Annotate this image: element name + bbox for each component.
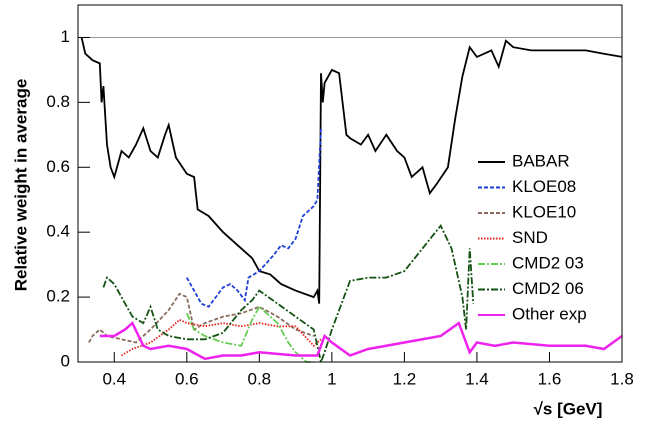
legend-label: CMD2 06 [512, 279, 584, 298]
series-line [121, 318, 322, 357]
x-tick-label: 0.6 [175, 369, 199, 388]
legend-label: BABAR [512, 151, 570, 170]
series-line [102, 224, 475, 366]
x-tick-label: 1.6 [538, 369, 562, 388]
legend-label: KLOE08 [512, 177, 576, 196]
x-tick-label: 0.4 [102, 369, 126, 388]
y-tick-label: 0.4 [46, 222, 70, 241]
legend-label: Other exp [512, 304, 587, 323]
series-line [185, 305, 314, 363]
x-tick-label: 1 [327, 369, 336, 388]
plot-frame [77, 4, 623, 363]
y-tick-label: 1 [61, 27, 70, 46]
x-axis-title: √s [GeV] [534, 399, 603, 418]
legend-label: KLOE10 [512, 202, 576, 221]
x-tick-label: 0.8 [248, 369, 272, 388]
series-line [186, 128, 322, 308]
x-tick-label: 1.8 [610, 369, 634, 388]
x-tick-label: 1.2 [393, 369, 417, 388]
y-tick-label: 0.2 [46, 287, 70, 306]
x-tick-label: 1.4 [465, 369, 489, 388]
y-tick-label: 0.8 [46, 92, 70, 111]
series-line [88, 292, 315, 344]
series-line [80, 37, 623, 304]
y-tick-label: 0.6 [46, 157, 70, 176]
y-tick-label: 0 [61, 351, 70, 370]
legend-label: CMD2 03 [512, 253, 584, 272]
y-axis-title: Relative weight in average [11, 79, 30, 292]
series-line [99, 321, 623, 361]
legend-label: SND [512, 228, 548, 247]
